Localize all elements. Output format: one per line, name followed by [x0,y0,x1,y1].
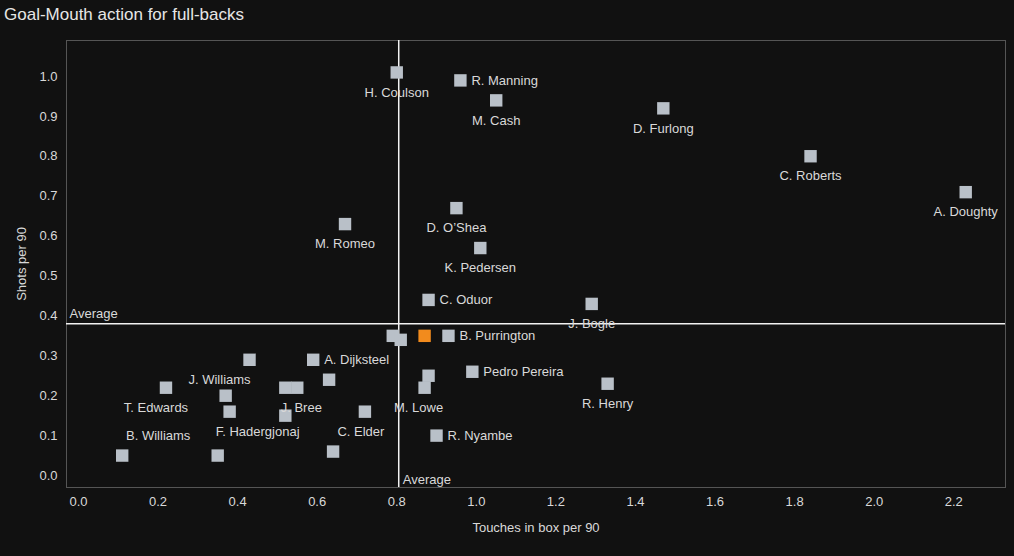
svg-text:C. Roberts: C. Roberts [779,168,842,183]
svg-text:F. Hadergjonaj: F. Hadergjonaj [216,424,300,439]
svg-text:R. Manning: R. Manning [471,73,537,88]
svg-text:0.9: 0.9 [39,108,57,123]
svg-text:0.8: 0.8 [388,494,406,509]
svg-text:M. Romeo: M. Romeo [315,236,375,251]
svg-text:0.1: 0.1 [39,428,57,443]
svg-text:R. Henry: R. Henry [582,396,634,411]
svg-text:J. Williams: J. Williams [188,372,251,387]
svg-text:Touches in box per 90: Touches in box per 90 [472,520,599,535]
svg-text:0.0: 0.0 [69,494,87,509]
svg-text:A. Doughty: A. Doughty [934,204,999,219]
svg-text:0.6: 0.6 [308,494,326,509]
svg-text:0.6: 0.6 [39,228,57,243]
svg-text:Average: Average [403,472,451,487]
svg-text:2.0: 2.0 [865,494,883,509]
svg-text:Shots per 90: Shots per 90 [14,227,29,301]
svg-text:1.4: 1.4 [626,494,644,509]
svg-text:1.2: 1.2 [547,494,565,509]
svg-text:R. Nyambe: R. Nyambe [448,428,513,443]
svg-text:H. Coulson: H. Coulson [365,85,429,100]
svg-text:1.8: 1.8 [786,494,804,509]
svg-text:B. Purrington: B. Purrington [459,328,535,343]
svg-text:C. Oduor: C. Oduor [440,292,493,307]
svg-text:C. Elder: C. Elder [337,424,385,439]
svg-text:0.3: 0.3 [39,348,57,363]
svg-text:Average: Average [70,306,118,321]
svg-text:0.7: 0.7 [39,188,57,203]
svg-text:1.0: 1.0 [39,69,57,84]
svg-text:M. Lowe: M. Lowe [394,400,443,415]
svg-text:0.2: 0.2 [149,494,167,509]
svg-text:M. Cash: M. Cash [472,113,520,128]
svg-text:T. Edwards: T. Edwards [124,400,189,415]
svg-text:B. Williams: B. Williams [126,428,191,443]
svg-text:0.4: 0.4 [39,308,57,323]
svg-text:J. Bree: J. Bree [281,400,322,415]
svg-text:0.0: 0.0 [39,468,57,483]
svg-text:D. O’Shea: D. O’Shea [426,220,487,235]
svg-text:K. Pedersen: K. Pedersen [445,260,517,275]
svg-text:0.4: 0.4 [229,494,247,509]
svg-text:D. Furlong: D. Furlong [633,121,694,136]
svg-text:1.0: 1.0 [467,494,485,509]
svg-text:2.2: 2.2 [945,494,963,509]
svg-text:Pedro Pereira: Pedro Pereira [483,364,564,379]
svg-text:0.5: 0.5 [39,268,57,283]
html-text:Goal-Mouth action for full-bac: Goal-Mouth action for full-backs [4,5,244,24]
svg-text:A. Dijksteel: A. Dijksteel [324,352,389,367]
svg-text:0.2: 0.2 [39,388,57,403]
svg-text:1.6: 1.6 [706,494,724,509]
svg-text:0.8: 0.8 [39,148,57,163]
svg-text:J. Bogle: J. Bogle [568,316,615,331]
